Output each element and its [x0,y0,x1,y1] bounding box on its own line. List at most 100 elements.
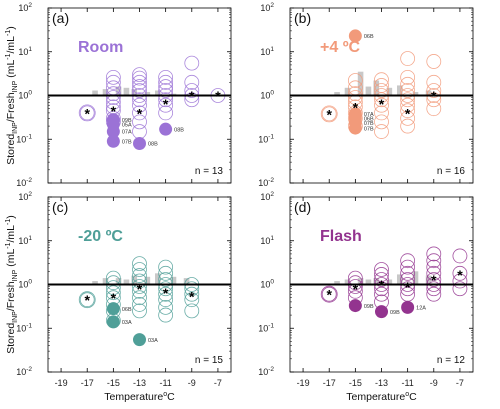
open-circle [452,248,468,264]
median-marker: * [137,105,143,121]
open-circle [132,262,147,277]
median-marker: * [379,96,385,112]
open-circle [132,114,147,130]
x-axis-label: TemperatureoC [346,391,417,403]
bar [425,90,432,96]
open-circle [184,83,200,98]
sample-label: 09B [364,304,374,310]
median-marker: * [111,290,117,306]
sample-label: 07B [122,139,132,145]
open-circle [347,279,363,294]
open-circle [426,246,442,262]
median-marker: * [189,88,195,104]
open-circle [158,83,174,98]
bar [344,279,351,285]
y-tick-label: 102 [260,2,274,13]
filled-circle [348,121,362,135]
open-circle [426,272,442,287]
open-circle [347,90,363,105]
panel-label: (d) [294,199,311,215]
open-circle [132,97,147,113]
filled-circle [133,333,146,347]
x-tick-label: -13 [133,378,146,388]
open-circle [184,281,200,297]
x-tick-label: -15 [107,378,120,388]
bar [365,279,372,285]
open-circle [184,292,200,308]
bar [183,278,190,285]
sample-label: 12A [416,306,426,312]
open-circle [347,275,363,291]
bar [115,86,122,96]
open-circle [400,281,416,297]
open-circle [132,92,147,108]
open-circle [320,105,338,123]
open-circle [132,70,147,86]
panel-title: Flash [320,228,362,245]
y-tick-label: 102 [260,191,274,202]
sample-label: 05A [122,122,132,128]
bar [115,278,122,285]
median-marker: * [353,281,359,297]
median-marker: * [84,292,90,308]
open-circle [132,297,147,312]
filled-circle [106,315,120,329]
open-circle [400,253,416,269]
y-tick-label: 102 [18,2,32,13]
open-circle [132,74,147,90]
median-marker: * [326,106,332,122]
open-circle [105,86,121,102]
median-marker: * [405,279,411,295]
open-circle [400,118,416,134]
sample-label: 06B [122,307,132,313]
open-circle [132,79,147,94]
sample-label: 03A [122,320,132,326]
open-circle [184,303,200,319]
open-circle [78,104,96,122]
median-marker: * [137,281,143,297]
x-tick-label: -17 [323,378,336,388]
open-circle [374,97,389,113]
x-tick-label: -7 [456,378,464,388]
open-circle [400,97,416,113]
filled-circle [401,300,415,314]
y-tick-label: 101 [260,235,274,246]
bar [170,276,177,285]
x-tick-label: -13 [375,378,388,388]
open-circle [374,262,389,277]
open-circle [347,86,363,102]
bar [123,87,130,96]
panel-title: Room [78,39,123,56]
panel-title: +4 ºC [320,39,361,56]
panel-d: 10-2 10-1 100 101 102 -19 -17 -15 -13 -11 -9 -7 09B 0… [258,191,474,403]
x-axis-label: TemperatureoC [104,391,175,403]
sample-count: n = 15 [195,355,224,366]
open-circle [105,285,121,301]
open-circle [374,124,389,139]
y-tick-label: 101 [18,46,32,57]
open-circle [132,290,147,306]
open-circle [426,83,442,98]
bar [412,92,419,96]
median-marker: * [353,99,359,115]
sample-label: 06B [364,117,374,123]
y-tick-label: 102 [18,191,32,202]
sample-label: 08B [174,127,184,133]
open-circle [132,256,147,272]
filled-circle [375,305,388,319]
open-circle [426,281,442,297]
open-circle [400,272,416,287]
filled-circle [348,29,362,43]
y-tick-label: 10-2 [16,177,32,188]
bar [102,89,109,96]
y-tick-label: 100 [260,90,274,101]
open-circle [158,281,174,297]
sample-label: 06B [364,34,374,40]
open-circle [132,273,147,289]
bar [373,80,380,96]
bar [131,89,138,96]
open-circle [78,291,96,309]
bar [373,278,380,285]
bar [334,92,340,96]
